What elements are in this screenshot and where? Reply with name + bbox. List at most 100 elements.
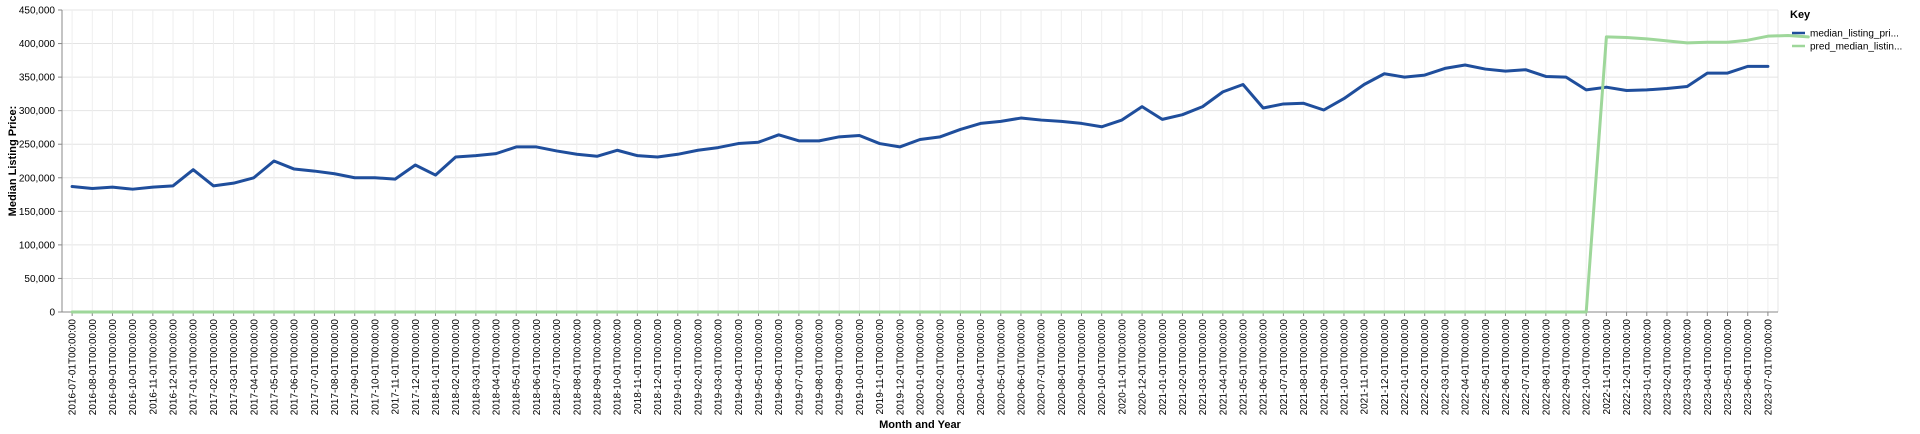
x-tick-label: 2022-05-01T00:00:00 — [1481, 319, 1492, 416]
x-tick-label: 2017-11-01T00:00:00 — [391, 319, 402, 415]
x-tick-label: 2020-06-01T00:00:00 — [1016, 319, 1027, 416]
x-tick-label: 2022-01-01T00:00:00 — [1400, 319, 1411, 416]
x-tick-label: 2017-09-01T00:00:00 — [350, 319, 361, 416]
x-tick-label: 2017-04-01T00:00:00 — [249, 319, 260, 416]
x-tick-label: 2023-04-01T00:00:00 — [1703, 319, 1714, 416]
y-tick-label: 250,000 — [19, 140, 56, 151]
x-tick-label: 2021-07-01T00:00:00 — [1279, 319, 1290, 416]
x-tick-label: 2020-02-01T00:00:00 — [936, 319, 947, 416]
y-axis-title: Median Listing Price: — [7, 106, 19, 217]
y-tick-label: 200,000 — [19, 173, 56, 184]
legend-label: median_listing_pri... — [1810, 29, 1899, 40]
x-tick-label: 2019-01-01T00:00:00 — [673, 319, 684, 416]
x-tick-label: 2022-04-01T00:00:00 — [1461, 319, 1472, 416]
x-tick-label: 2016-07-01T00:00:00 — [68, 319, 79, 416]
x-tick-label: 2023-06-01T00:00:00 — [1743, 319, 1754, 416]
y-tick-label: 350,000 — [19, 73, 56, 84]
x-tick-label: 2023-05-01T00:00:00 — [1723, 319, 1734, 416]
x-tick-label: 2020-05-01T00:00:00 — [996, 319, 1007, 416]
x-tick-label: 2020-09-01T00:00:00 — [1077, 319, 1088, 416]
x-tick-label: 2020-10-01T00:00:00 — [1097, 319, 1108, 416]
x-tick-label: 2022-10-01T00:00:00 — [1582, 319, 1593, 416]
x-tick-label: 2021-02-01T00:00:00 — [1178, 319, 1189, 416]
y-tick-label: 450,000 — [19, 6, 56, 17]
y-tick-label: 300,000 — [19, 106, 56, 117]
x-tick-label: 2023-02-01T00:00:00 — [1662, 319, 1673, 416]
legend-label: pred_median_listin... — [1810, 42, 1902, 53]
x-tick-label: 2018-06-01T00:00:00 — [532, 319, 543, 416]
y-tick-label: 100,000 — [19, 240, 56, 251]
x-tick-label: 2018-09-01T00:00:00 — [592, 319, 603, 416]
x-tick-label: 2021-06-01T00:00:00 — [1259, 319, 1270, 416]
series-layer — [70, 34, 1810, 314]
x-axis: 2016-07-01T00:00:00 2016-08-01T00:00:00 20… — [68, 312, 1774, 416]
x-tick-label: 2018-08-01T00:00:00 — [572, 319, 583, 416]
y-tick-label: 0 — [49, 308, 55, 319]
x-tick-label: 2019-06-01T00:00:00 — [774, 319, 785, 416]
x-tick-label: 2021-05-01T00:00:00 — [1239, 319, 1250, 416]
x-tick-label: 2016-10-01T00:00:00 — [128, 319, 139, 416]
x-tick-label: 2017-01-01T00:00:00 — [189, 319, 200, 416]
x-tick-label: 2017-08-01T00:00:00 — [330, 319, 341, 416]
x-tick-label: 2020-04-01T00:00:00 — [976, 319, 987, 416]
x-tick-label: 2018-11-01T00:00:00 — [633, 319, 644, 415]
x-tick-label: 2021-10-01T00:00:00 — [1339, 319, 1350, 416]
x-tick-label: 2021-09-01T00:00:00 — [1319, 319, 1330, 416]
x-tick-label: 2021-12-01T00:00:00 — [1380, 319, 1391, 416]
x-tick-label: 2022-11-01T00:00:00 — [1602, 319, 1613, 415]
x-tick-label: 2022-07-01T00:00:00 — [1521, 319, 1532, 416]
x-tick-label: 2019-09-01T00:00:00 — [835, 319, 846, 416]
x-tick-label: 2017-02-01T00:00:00 — [209, 319, 220, 416]
x-tick-label: 2018-01-01T00:00:00 — [431, 319, 442, 416]
x-tick-label: 2021-01-01T00:00:00 — [1158, 319, 1169, 416]
x-tick-label: 2020-12-01T00:00:00 — [1138, 319, 1149, 416]
y-tick-label: 150,000 — [19, 207, 56, 218]
x-tick-label: 2017-12-01T00:00:00 — [411, 319, 422, 416]
x-tick-label: 2018-03-01T00:00:00 — [471, 319, 482, 416]
x-tick-label: 2016-08-01T00:00:00 — [88, 319, 99, 416]
legend-title: Key — [1790, 9, 1811, 21]
y-tick-label: 400,000 — [19, 39, 56, 50]
x-tick-label: 2022-02-01T00:00:00 — [1420, 319, 1431, 416]
series-line-2 — [70, 34, 1810, 314]
x-tick-label: 2018-02-01T00:00:00 — [451, 319, 462, 416]
x-tick-label: 2023-01-01T00:00:00 — [1642, 319, 1653, 416]
x-tick-label: 2022-08-01T00:00:00 — [1541, 319, 1552, 416]
legend-items: median_listing_pri... pred_median_listin.… — [1792, 29, 1902, 53]
x-tick-label: 2018-12-01T00:00:00 — [653, 319, 664, 416]
x-tick-label: 2019-05-01T00:00:00 — [754, 319, 765, 416]
x-tick-label: 2020-01-01T00:00:00 — [916, 319, 927, 416]
x-tick-label: 2019-03-01T00:00:00 — [714, 319, 725, 416]
x-tick-label: 2019-04-01T00:00:00 — [734, 319, 745, 416]
x-tick-label: 2019-12-01T00:00:00 — [895, 319, 906, 416]
x-tick-label: 2021-08-01T00:00:00 — [1299, 319, 1310, 416]
x-tick-label: 2022-09-01T00:00:00 — [1562, 319, 1573, 416]
x-tick-label: 2019-11-01T00:00:00 — [875, 319, 886, 415]
x-tick-label: 2017-03-01T00:00:00 — [229, 319, 240, 416]
x-tick-label: 2022-12-01T00:00:00 — [1622, 319, 1633, 416]
x-tick-label: 2017-05-01T00:00:00 — [269, 319, 280, 416]
x-tick-label: 2018-10-01T00:00:00 — [613, 319, 624, 416]
x-tick-label: 2020-03-01T00:00:00 — [956, 319, 967, 416]
x-tick-label: 2022-03-01T00:00:00 — [1440, 319, 1451, 416]
x-tick-label: 2020-11-01T00:00:00 — [1117, 319, 1128, 415]
x-tick-label: 2021-11-01T00:00:00 — [1360, 319, 1371, 415]
x-tick-label: 2016-11-01T00:00:00 — [148, 319, 159, 415]
x-tick-label: 2018-07-01T00:00:00 — [552, 319, 563, 416]
x-tick-label: 2018-05-01T00:00:00 — [512, 319, 523, 416]
legend: Key median_listing_pri... pred_median_lis… — [1790, 9, 1902, 53]
gridlines — [62, 9, 1779, 313]
x-tick-label: 2016-12-01T00:00:00 — [169, 319, 180, 416]
x-tick-label: 2017-07-01T00:00:00 — [310, 319, 321, 416]
x-tick-label: 2019-07-01T00:00:00 — [794, 319, 805, 416]
x-tick-label: 2017-06-01T00:00:00 — [290, 319, 301, 416]
x-tick-label: 2019-02-01T00:00:00 — [693, 319, 704, 416]
x-tick-label: 2020-07-01T00:00:00 — [1037, 319, 1048, 416]
x-tick-label: 2019-08-01T00:00:00 — [815, 319, 826, 416]
series-line-1 — [70, 63, 1770, 191]
x-tick-label: 2017-10-01T00:00:00 — [370, 319, 381, 416]
y-axis: 0 50,000 100,000 150,000 200,000 250,000 300,0… — [19, 6, 62, 319]
x-tick-label: 2020-08-01T00:00:00 — [1057, 319, 1068, 416]
x-tick-label: 2023-03-01T00:00:00 — [1683, 319, 1694, 416]
